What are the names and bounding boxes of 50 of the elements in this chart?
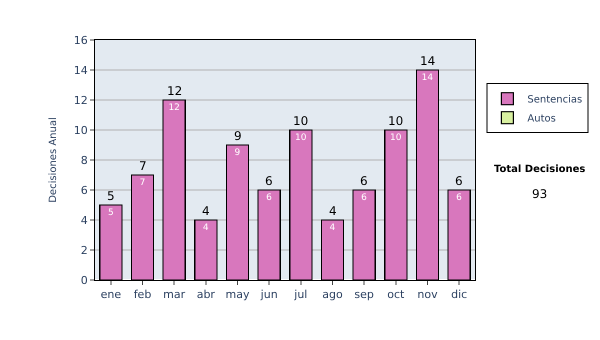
legend-label: Autos [527, 114, 556, 125]
x-tick-label: feb [134, 288, 152, 302]
x-tick-label: abr [196, 288, 216, 302]
legend-label: Sentencias [527, 94, 582, 106]
y-tick-label: 14 [74, 64, 88, 77]
x-tick-label: mar [163, 288, 186, 302]
text: Total Decisiones [494, 164, 586, 175]
total-label: 10 [293, 114, 308, 128]
x-tick-label: ago [322, 288, 343, 302]
y-tick-label: 4 [80, 214, 88, 227]
y-tick-label: 12 [74, 94, 88, 107]
y-tick-label: 6 [80, 184, 88, 197]
x-tick-label: may [226, 288, 250, 302]
x-tick-label: ene [100, 288, 122, 302]
data-label: 6 [266, 193, 272, 203]
data-label: 4 [202, 223, 209, 233]
y-tick-label: 8 [80, 154, 88, 167]
data-label: 6 [456, 193, 462, 203]
data-label: 12 [168, 103, 180, 113]
total-label: 9 [234, 129, 242, 143]
total-label: 10 [388, 114, 404, 128]
y-tick-label: 0 [80, 274, 88, 287]
data-label: 10 [294, 133, 307, 143]
total-label: 4 [202, 204, 210, 218]
total-label: 14 [420, 54, 436, 68]
data-label: 6 [361, 193, 368, 203]
data-label: 4 [330, 223, 336, 233]
total-label: 4 [329, 204, 337, 218]
x-tick-label: sep [354, 288, 374, 302]
x-tick-label: jul [293, 288, 308, 302]
x-tick-label: oct [387, 288, 406, 302]
y-axis-title: Decisiones Anual [48, 117, 59, 203]
total-label: 7 [139, 159, 147, 173]
total-label: 5 [107, 189, 115, 203]
total-label: 12 [167, 84, 182, 98]
total-label: 6 [455, 174, 463, 188]
y-tick-label: 2 [80, 244, 88, 257]
total-label: 6 [360, 174, 368, 188]
total-label: 6 [265, 174, 273, 188]
text: 93 [532, 187, 548, 201]
y-tick-label: 10 [74, 124, 88, 137]
data-label: 5 [108, 208, 114, 218]
y-tick-label: 16 [74, 34, 88, 47]
data-label: 10 [390, 133, 402, 143]
x-tick-label: nov [417, 288, 438, 302]
data-label: 9 [234, 148, 240, 158]
data-label: 7 [140, 178, 146, 188]
x-tick-label: dic [451, 288, 468, 302]
data-label: 14 [422, 73, 434, 83]
x-tick-label: jun [260, 288, 278, 302]
